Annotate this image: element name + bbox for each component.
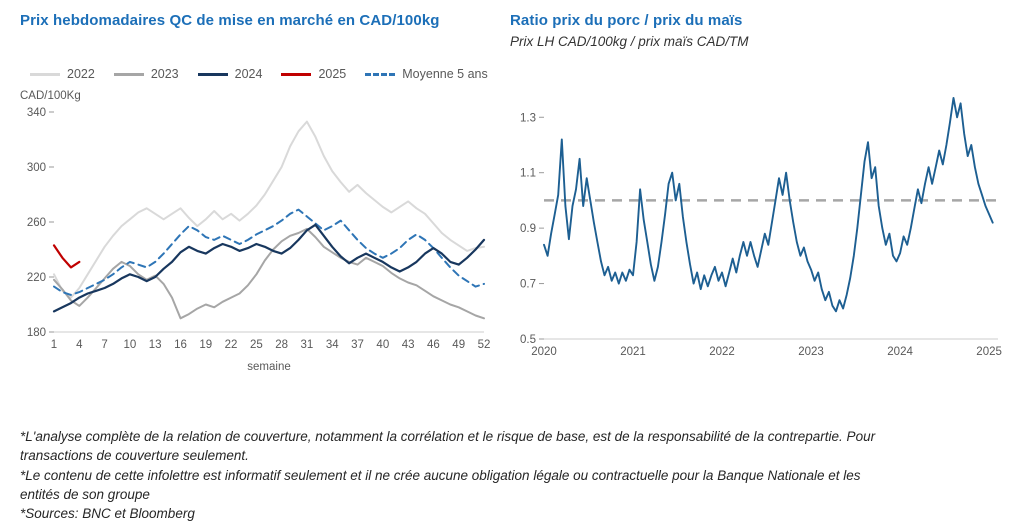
weekly-price-chart-panel: Prix hebdomadaires QC de mise en marché … xyxy=(20,12,514,381)
legend-item-moyenne-5-ans: Moyenne 5 ans xyxy=(365,67,488,81)
x-tick-label: 2020 xyxy=(531,346,557,358)
x-tick-label: 25 xyxy=(250,339,263,351)
x-tick-label: 13 xyxy=(149,339,162,351)
x-tick-label: 2023 xyxy=(798,346,824,358)
x-tick-label: 16 xyxy=(174,339,187,351)
x-tick-label: 37 xyxy=(351,339,364,351)
legend-swatch-2024 xyxy=(197,72,228,76)
right-chart-title: Ratio prix du porc / prix du maïs xyxy=(510,12,743,29)
x-axis-title: semaine xyxy=(247,361,290,373)
y-tick-label: 0.9 xyxy=(520,223,536,235)
x-tick-label: 7 xyxy=(101,339,107,351)
left-chart-legend: 2022 2023 2024 2025 Moyenne 5 ans xyxy=(30,67,514,81)
left-chart-title: Prix hebdomadaires QC de mise en marché … xyxy=(20,12,440,29)
ratio-chart-panel: Ratio prix du porc / prix du maïs Prix L… xyxy=(510,12,1016,372)
x-tick-label: 4 xyxy=(76,339,83,351)
y-tick-label: 1.3 xyxy=(520,112,536,124)
legend-item-2022: 2022 xyxy=(30,67,95,81)
legend-swatch-moyenne-5-ans xyxy=(365,72,396,76)
legend-label-2024: 2024 xyxy=(234,67,263,81)
y-tick-label: 1.1 xyxy=(520,168,536,180)
y-tick-label: 300 xyxy=(27,162,46,174)
x-tick-label: 2021 xyxy=(620,346,646,358)
footnote-coverage: *L'analyse complète de la relation de co… xyxy=(20,429,876,464)
x-tick-label: 40 xyxy=(376,339,389,351)
series-line-ratio-porc/maïs xyxy=(543,96,994,313)
series-line-2024 xyxy=(52,223,486,313)
y-tick-label: 0.7 xyxy=(520,279,536,291)
series-line-moyenne-5-ans xyxy=(53,208,485,296)
x-tick-label: 2022 xyxy=(709,346,735,358)
legend-label-2022: 2022 xyxy=(67,67,95,81)
x-tick-label: 28 xyxy=(275,339,288,351)
legend-label-2025: 2025 xyxy=(318,67,347,81)
legend-label-moyenne-5-ans: Moyenne 5 ans xyxy=(402,67,488,81)
x-tick-label: 34 xyxy=(326,339,339,351)
y-tick-label: 220 xyxy=(27,272,46,284)
footnote-disclaimer: *Le contenu de cette infolettre est info… xyxy=(20,467,861,502)
series-line-2022 xyxy=(53,120,485,299)
legend-swatch-2023 xyxy=(113,72,144,76)
x-tick-label: 43 xyxy=(402,339,415,351)
legend-item-2023: 2023 xyxy=(113,67,179,81)
legend-item-2025: 2025 xyxy=(281,67,346,81)
weekly-price-chart-canvas: 180 220 260 300 340 1 4 7 10 13 16 19 22 25 28 31 34 37 40… xyxy=(27,107,491,373)
footnote-sources: *Sources: BNC et Bloomberg xyxy=(20,506,195,522)
legend-label-2023: 2023 xyxy=(150,67,179,81)
series-line-2023 xyxy=(53,227,485,320)
x-tick-label: 1 xyxy=(51,339,57,351)
y-tick-label: 0.5 xyxy=(520,334,536,346)
x-tick-label: 2025 xyxy=(976,346,1002,358)
y-tick-label: 180 xyxy=(27,327,46,339)
x-tick-label: 2024 xyxy=(887,346,913,358)
x-tick-label: 19 xyxy=(199,339,212,351)
y-axis-unit-label: CAD/100Kg xyxy=(20,90,81,102)
ratio-chart-canvas: 0.5 0.7 0.9 1.1 1.3 2020 2021 2022 2023 2024 2025 xyxy=(520,96,1002,358)
right-chart-subtitle: Prix LH CAD/100kg / prix maïs CAD/TM xyxy=(510,34,749,49)
footnotes: *L'analyse complète de la relation de co… xyxy=(20,427,900,523)
legend-item-2024: 2024 xyxy=(197,67,263,81)
x-tick-label: 10 xyxy=(123,339,136,351)
x-tick-label: 49 xyxy=(452,339,465,351)
x-tick-label: 22 xyxy=(225,339,238,351)
legend-swatch-2025 xyxy=(281,72,312,76)
x-tick-label: 52 xyxy=(478,339,491,351)
y-tick-label: 260 xyxy=(27,217,46,229)
x-tick-label: 46 xyxy=(427,339,440,351)
series-line-2025 xyxy=(52,244,81,269)
x-tick-label: 31 xyxy=(301,339,314,351)
y-tick-label: 340 xyxy=(27,107,46,119)
legend-swatch-2022 xyxy=(30,72,60,76)
